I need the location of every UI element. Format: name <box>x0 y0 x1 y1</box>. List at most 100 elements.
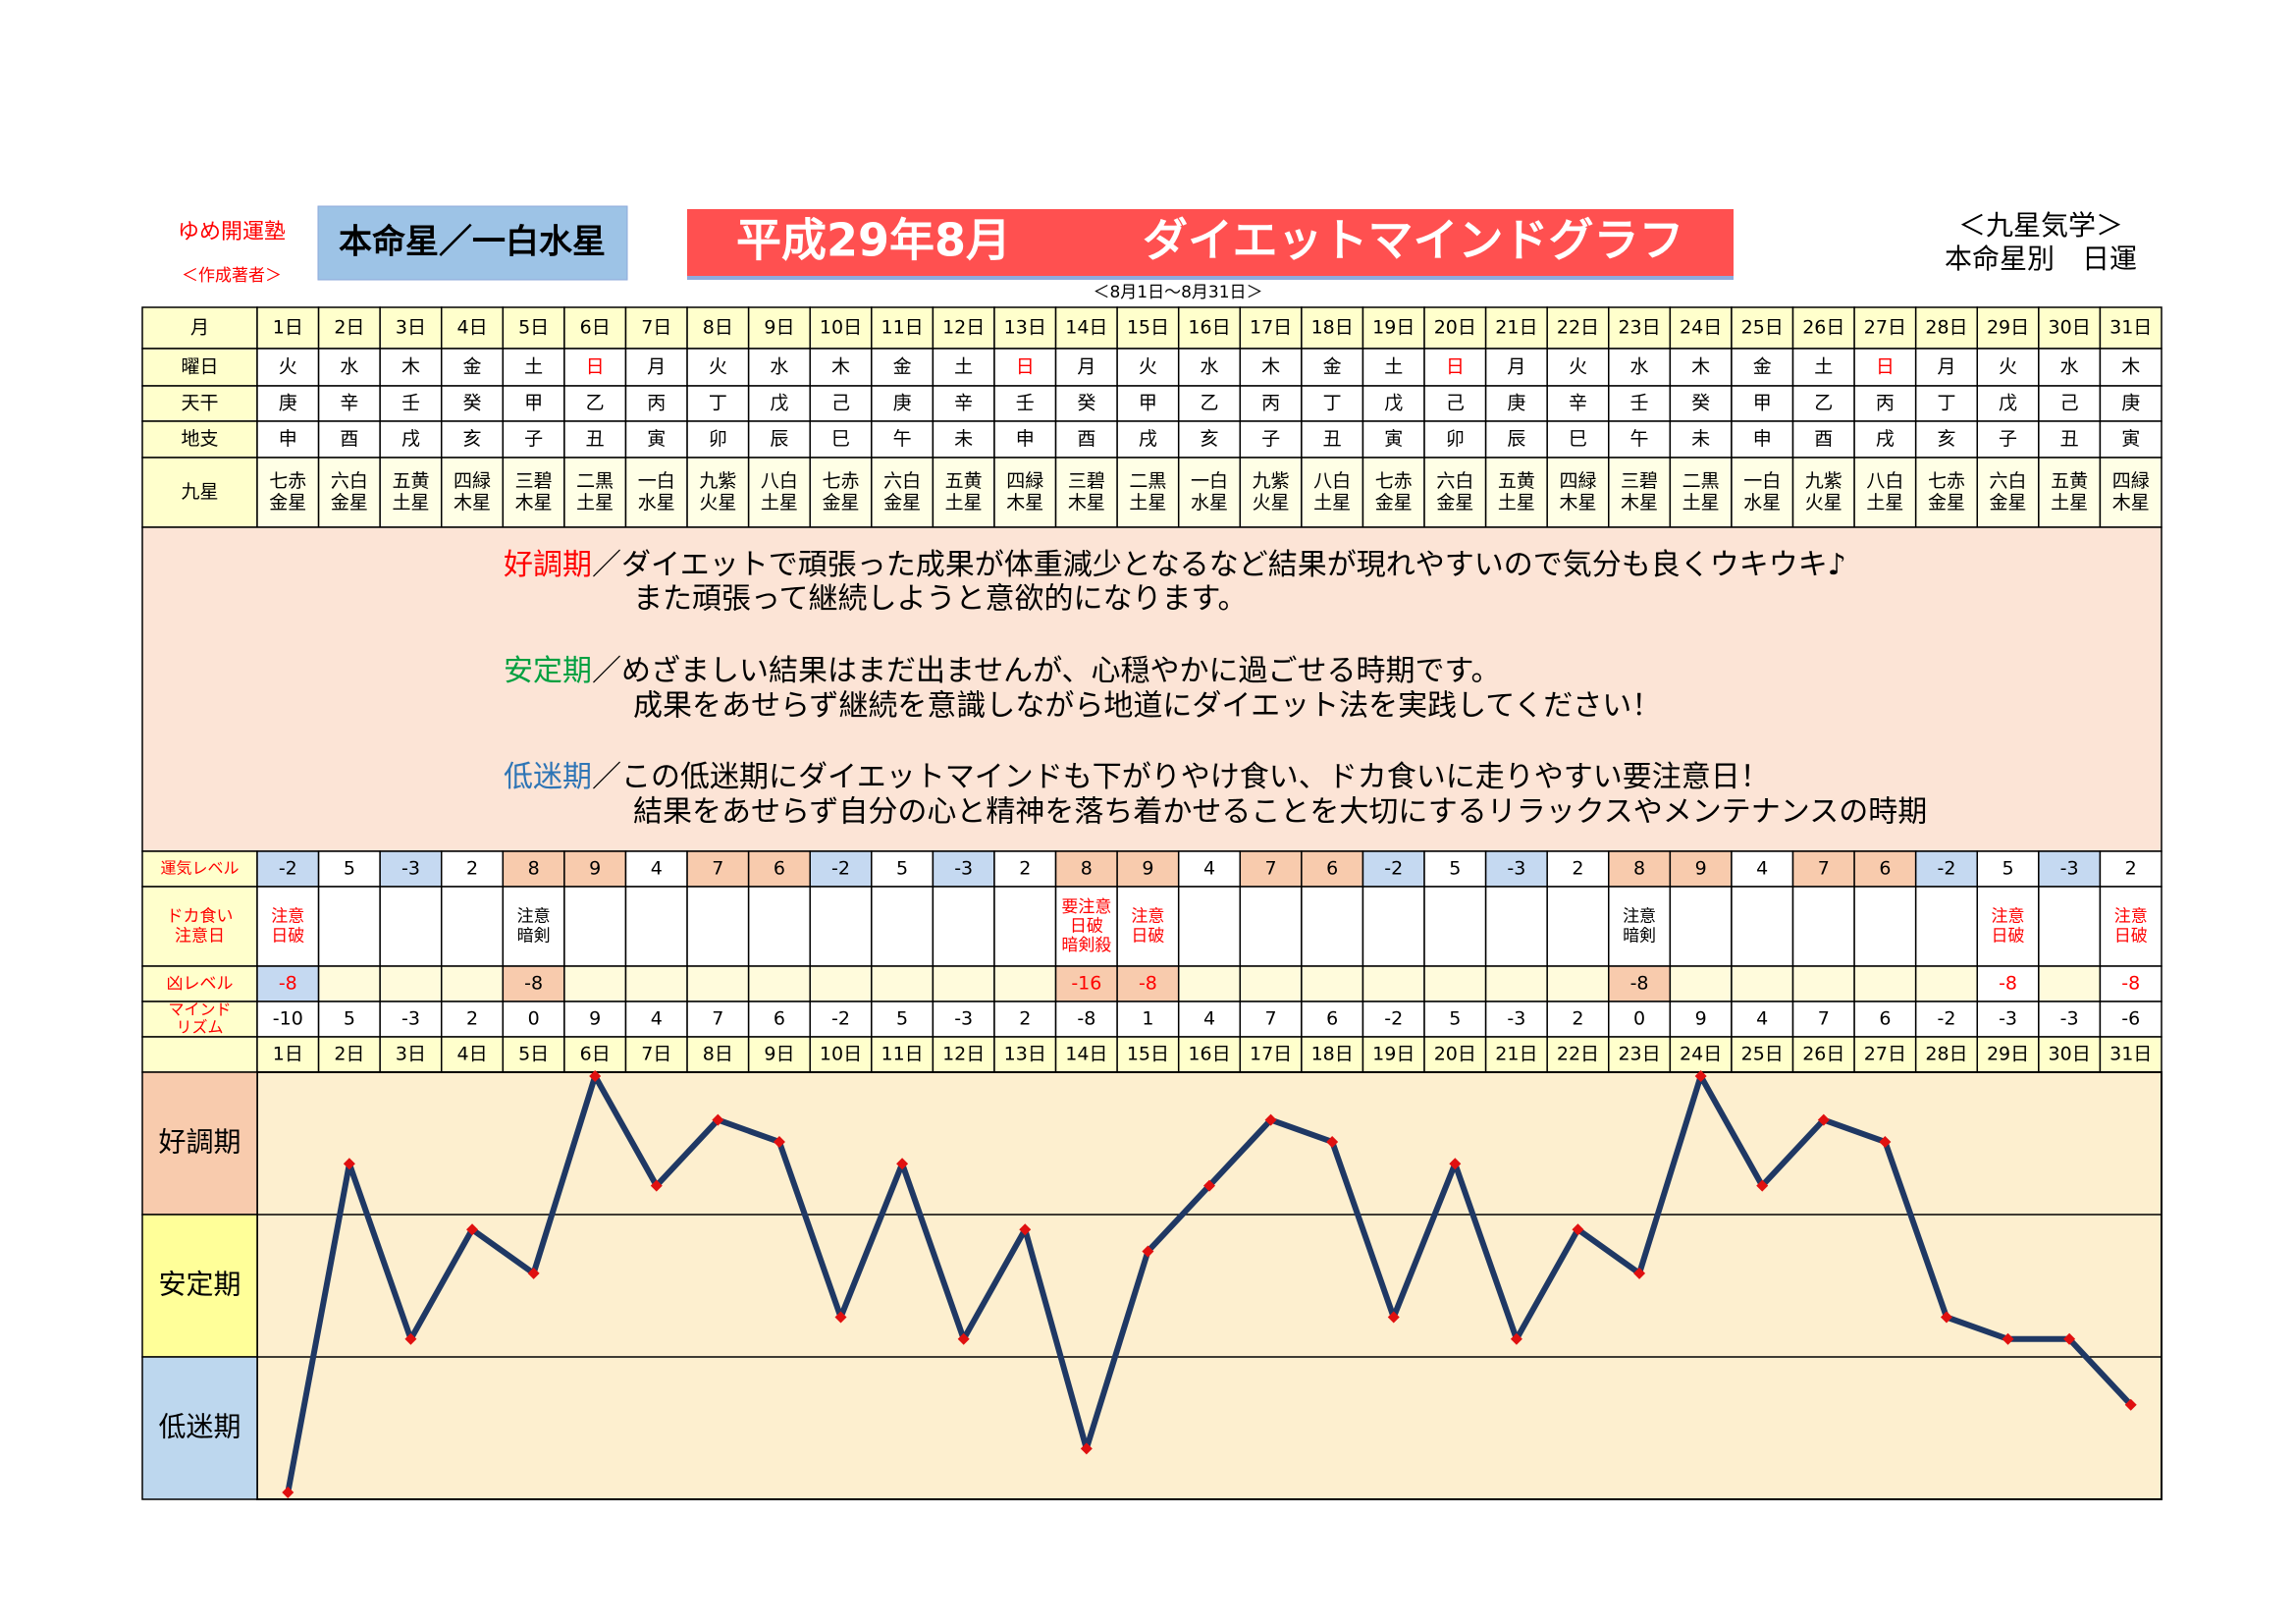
branch-cell <box>1546 420 1610 459</box>
binge-note-cell <box>440 886 505 967</box>
day: 7日 <box>641 317 671 339</box>
branch-cell <box>1177 420 1242 459</box>
point <box>2002 1332 2014 1345</box>
binge-note-cell <box>1914 886 1979 967</box>
row-label-cell <box>141 420 258 459</box>
branch: 午 <box>893 428 912 450</box>
x-tick-label: 3日 <box>396 1044 426 1065</box>
day: 18日 <box>1311 317 1354 339</box>
nine-star-cell <box>1608 457 1672 528</box>
stem-cell <box>1853 385 1917 422</box>
mind-value-cell <box>1054 1001 1118 1038</box>
point <box>712 1113 724 1126</box>
row-label: 注意日 <box>175 926 225 946</box>
school-name: ゆめ開運塾 <box>178 220 286 244</box>
nine-star: 三碧 <box>1621 470 1658 492</box>
stem: 乙 <box>1200 393 1218 414</box>
nine-star: 木星 <box>515 492 553 514</box>
branch: 卯 <box>1446 428 1465 450</box>
day: 21日 <box>1495 317 1537 339</box>
category-cell <box>1731 1036 1794 1073</box>
day: 6日 <box>580 317 611 339</box>
nine-star: 四緑 <box>1006 470 1043 492</box>
day-cell <box>440 306 505 350</box>
weekday-cell <box>1423 348 1487 387</box>
bad-level: -8 <box>1139 973 1157 995</box>
point <box>466 1223 479 1236</box>
point <box>1080 1442 1093 1455</box>
nine-star: 七赤 <box>823 470 860 492</box>
notes-box <box>141 526 2163 852</box>
mind-value-cell <box>1791 1001 1855 1038</box>
note-line: また頑張って継続しようと意欲的になります。 <box>633 582 1248 617</box>
category-cell <box>932 1036 995 1073</box>
day: 27日 <box>1864 317 1906 339</box>
bad-level-cell <box>1608 965 1672 1002</box>
luck-level-cell <box>1239 850 1303 888</box>
mind-value-cell <box>1546 1001 1610 1038</box>
bad-level: -8 <box>279 973 297 995</box>
point <box>1387 1311 1400 1324</box>
note-text: ／この低迷期にダイエットマインドも下がりやけ食い、ドカ食いに走りやすい要注意日！ <box>592 760 1770 794</box>
nine-star-cell <box>1546 457 1610 528</box>
stem: 癸 <box>1077 393 1095 414</box>
nine-star: 火星 <box>1805 492 1842 514</box>
bad-level: -8 <box>524 973 543 995</box>
luck-level-cell <box>1054 850 1118 888</box>
nine-star: 金星 <box>269 492 306 514</box>
stem: 丙 <box>1876 393 1895 414</box>
bad-level-cell <box>1362 965 1425 1002</box>
nine-star: 三碧 <box>515 470 553 492</box>
category-cell <box>1546 1036 1610 1073</box>
stem-cell <box>1239 385 1303 422</box>
mind-value: 5 <box>1449 1008 1461 1030</box>
luck-level: 4 <box>1203 858 1215 880</box>
x-tick-label: 15日 <box>1127 1044 1169 1065</box>
luck-level-cell <box>2038 850 2102 888</box>
weekday: 木 <box>1261 356 1280 378</box>
weekday: 火 <box>1569 356 1587 378</box>
nine-star-cell <box>1914 457 1979 528</box>
luck-level: 8 <box>528 858 540 880</box>
binge-note-cell <box>1239 886 1303 967</box>
stem: 甲 <box>524 393 543 414</box>
luck-level: -2 <box>1384 858 1403 880</box>
luck-level: 2 <box>2125 858 2137 880</box>
weekday: 月 <box>1507 356 1525 378</box>
stem: 丁 <box>1323 393 1342 414</box>
weekday: 木 <box>1691 356 1710 378</box>
nine-star-cell <box>256 457 320 528</box>
x-tick-label: 26日 <box>1802 1044 1844 1065</box>
x-tick-label: 5日 <box>518 1044 549 1065</box>
weekday-cell <box>871 348 934 387</box>
mind-value: -10 <box>273 1008 303 1030</box>
category-cell <box>1484 1036 1548 1073</box>
luck-level: 2 <box>1019 858 1031 880</box>
binge-note: 日破 <box>1070 917 1103 937</box>
mind-value: -3 <box>1999 1008 2017 1030</box>
mind-value: -8 <box>1077 1008 1095 1030</box>
weekday-cell <box>1731 348 1794 387</box>
weekday: 火 <box>1999 356 2017 378</box>
mind-value: 7 <box>1818 1008 1830 1030</box>
branch-cell <box>379 420 443 459</box>
bad-level-cell <box>1239 965 1303 1002</box>
weekday: 月 <box>1077 356 1095 378</box>
category-cell <box>563 1036 627 1073</box>
mind-value: -2 <box>1384 1008 1403 1030</box>
weekday: 木 <box>2121 356 2140 378</box>
stem-cell <box>1731 385 1794 422</box>
row-label-cell <box>141 1001 258 1038</box>
day-cell <box>1239 306 1303 350</box>
day: 15日 <box>1127 317 1169 339</box>
weekday-cell <box>1239 348 1303 387</box>
note-text: ／めざましい結果はまだ出ませんが、心穏やかに過ごせる時期です。 <box>592 654 1501 688</box>
luck-level: 6 <box>774 858 785 880</box>
x-tick-label: 20日 <box>1434 1044 1476 1065</box>
binge-note-cell <box>1669 886 1733 967</box>
stem-cell <box>1669 385 1733 422</box>
branch: 寅 <box>647 428 666 450</box>
binge-note-cell <box>563 886 627 967</box>
binge-note-cell <box>932 886 995 967</box>
day: 12日 <box>942 317 985 339</box>
